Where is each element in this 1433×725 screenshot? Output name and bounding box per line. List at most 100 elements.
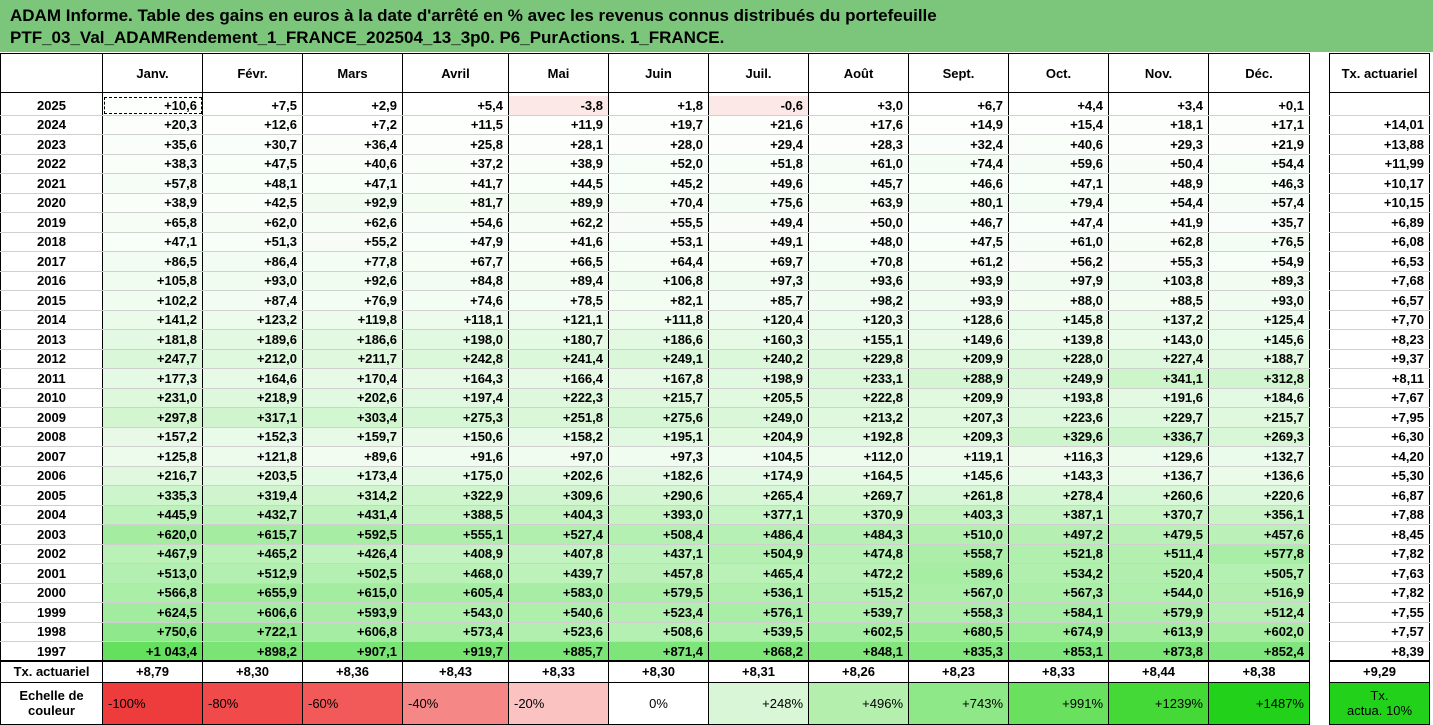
year-label: 2013 (0, 329, 103, 350)
gain-cell: +508,4 (608, 524, 709, 545)
year-label: 2017 (0, 251, 103, 272)
gain-cell: +125,4 (1208, 310, 1310, 330)
year-row-2012: 2012 +247,7 +212,0 +211,7 +242,8 +241,4 +249,1… (0, 349, 1310, 369)
gain-cell: +242,8 (402, 349, 509, 369)
year-row-1997: 1997 +1 043,4 +898,2 +907,1 +919,7 +885,7 +871… (0, 641, 1310, 662)
gain-cell: +431,4 (302, 505, 403, 525)
gain-cell: +260,6 (1108, 485, 1209, 506)
total-rate-row: +9,29 (1329, 660, 1430, 683)
gain-cell: +919,7 (402, 641, 509, 662)
gain-cell: +205,5 (708, 388, 809, 408)
annual-rate-cell: +14,01 (1329, 115, 1430, 135)
gain-cell: +437,1 (608, 544, 709, 564)
monthly-rate-cell: +8,43 (402, 660, 509, 683)
year-label: 2011 (0, 368, 103, 389)
gain-cell: +202,6 (508, 466, 609, 486)
gain-cell: +223,6 (1008, 407, 1109, 428)
gain-cell: +35,7 (1208, 212, 1310, 233)
month-header-8: Août (808, 53, 909, 93)
annual-rate-cell: +7,67 (1329, 388, 1430, 408)
year-row-2020: 2020 +38,9 +42,5 +92,9 +81,7 +89,9 +70,4 +75,6 +… (0, 193, 1310, 213)
gain-cell: +515,2 (808, 583, 909, 603)
gain-cell: +21,6 (708, 115, 809, 135)
gain-cell: +32,4 (908, 134, 1009, 155)
report-title-bar: ADAM Informe. Table des gains en euros à… (0, 0, 1433, 52)
gain-cell: +166,4 (508, 368, 609, 389)
gain-cell: +868,2 (708, 641, 809, 662)
gain-cell: +47,1 (102, 232, 203, 252)
gain-cell: +852,4 (1208, 641, 1310, 662)
month-header-6: Juin (608, 53, 709, 93)
gain-cell: +439,7 (508, 563, 609, 584)
gain-cell: +48,1 (202, 173, 303, 194)
gain-cell: +579,5 (608, 583, 709, 603)
gain-cell: +145,8 (1008, 310, 1109, 330)
color-scale-swatch: +1487% (1208, 681, 1310, 725)
gain-cell: +51,3 (202, 232, 303, 252)
gain-cell: +602,0 (1208, 622, 1310, 642)
year-row-2024: 2024 +20,3 +12,6 +7,2 +11,5 +11,9 +19,7 +21,6 +1… (0, 115, 1310, 135)
gain-cell: +521,8 (1008, 544, 1109, 564)
gain-cell: +41,6 (508, 232, 609, 252)
year-row-2014: 2014 +141,2 +123,2 +119,8 +118,1 +121,1 +111,8… (0, 310, 1310, 330)
year-row-2000: 2000 +566,8 +655,9 +615,0 +605,4 +583,0 +579,5… (0, 583, 1310, 603)
gain-cell: +511,4 (1108, 544, 1209, 564)
gain-cell: +189,6 (202, 329, 303, 350)
year-label: 2025 (0, 95, 103, 116)
gain-cell: -0,6 (708, 95, 809, 116)
rate-row-2018: +6,08 (1329, 232, 1430, 252)
gain-cell: +520,4 (1108, 563, 1209, 584)
year-row-2022: 2022 +38,3 +47,5 +40,6 +37,2 +38,9 +52,0 +51,8 +… (0, 154, 1310, 174)
year-row-2018: 2018 +47,1 +51,3 +55,2 +47,9 +41,6 +53,1 +49,1 +… (0, 232, 1310, 252)
rate-row-2012: +9,37 (1329, 349, 1430, 369)
gain-cell: +145,6 (1208, 329, 1310, 350)
gain-cell: +341,1 (1108, 368, 1209, 389)
month-header-11: Nov. (1108, 53, 1209, 93)
rate-row-2000: +7,82 (1329, 583, 1430, 603)
monthly-rate-cell: +8,31 (708, 660, 809, 683)
color-scale-swatch: +1239% (1108, 681, 1209, 725)
gain-cell: +129,6 (1108, 446, 1209, 467)
gain-cell: +180,7 (508, 329, 609, 350)
gain-cell: +885,7 (508, 641, 609, 662)
gain-cell: +231,0 (102, 388, 203, 408)
gain-cell: +835,3 (908, 641, 1009, 662)
gain-cell: +249,0 (708, 407, 809, 428)
year-row-2011: 2011 +177,3 +164,6 +170,4 +164,3 +166,4 +167,8… (0, 368, 1310, 389)
gain-cell: +167,8 (608, 368, 709, 389)
gain-cell: +88,5 (1108, 290, 1209, 311)
gain-cell: +74,6 (402, 290, 509, 311)
gain-cell: +356,1 (1208, 505, 1310, 525)
rate-row-2020: +10,15 (1329, 193, 1430, 213)
gain-cell: +523,6 (508, 622, 609, 642)
gain-cell: +54,4 (1108, 193, 1209, 213)
annual-rate-cell: +7,63 (1329, 563, 1430, 584)
gain-cell: +55,2 (302, 232, 403, 252)
gain-cell: +204,9 (708, 427, 809, 447)
rate-row-2005: +6,87 (1329, 485, 1430, 506)
gain-cell: +240,2 (708, 349, 809, 369)
gain-cell: +145,6 (908, 466, 1009, 486)
month-header-5: Mai (508, 53, 609, 93)
gain-cell: +17,6 (808, 115, 909, 135)
gain-cell: +91,6 (402, 446, 509, 467)
gain-cell: +85,7 (708, 290, 809, 311)
year-label: 2001 (0, 563, 103, 584)
gain-cell: +486,4 (708, 524, 809, 545)
year-row-2015: 2015 +102,2 +87,4 +76,9 +74,6 +78,5 +82,1 +85,7… (0, 290, 1310, 311)
gain-cell: +227,4 (1108, 349, 1209, 369)
gain-cell: +28,3 (808, 134, 909, 155)
year-label: 1998 (0, 622, 103, 642)
gain-cell: +49,1 (708, 232, 809, 252)
annual-rate-cell: +8,45 (1329, 524, 1430, 545)
monthly-rate-cell: +8,36 (302, 660, 403, 683)
gain-cell: +164,6 (202, 368, 303, 389)
gain-cell: +388,5 (402, 505, 509, 525)
gain-cell: +97,0 (508, 446, 609, 467)
gain-cell: +853,1 (1008, 641, 1109, 662)
gain-cell: +7,2 (302, 115, 403, 135)
gain-cell: +468,0 (402, 563, 509, 584)
annual-rate-cell: +8,23 (1329, 329, 1430, 350)
gain-cell: +84,8 (402, 271, 509, 291)
rate-row-2011: +8,11 (1329, 368, 1430, 389)
